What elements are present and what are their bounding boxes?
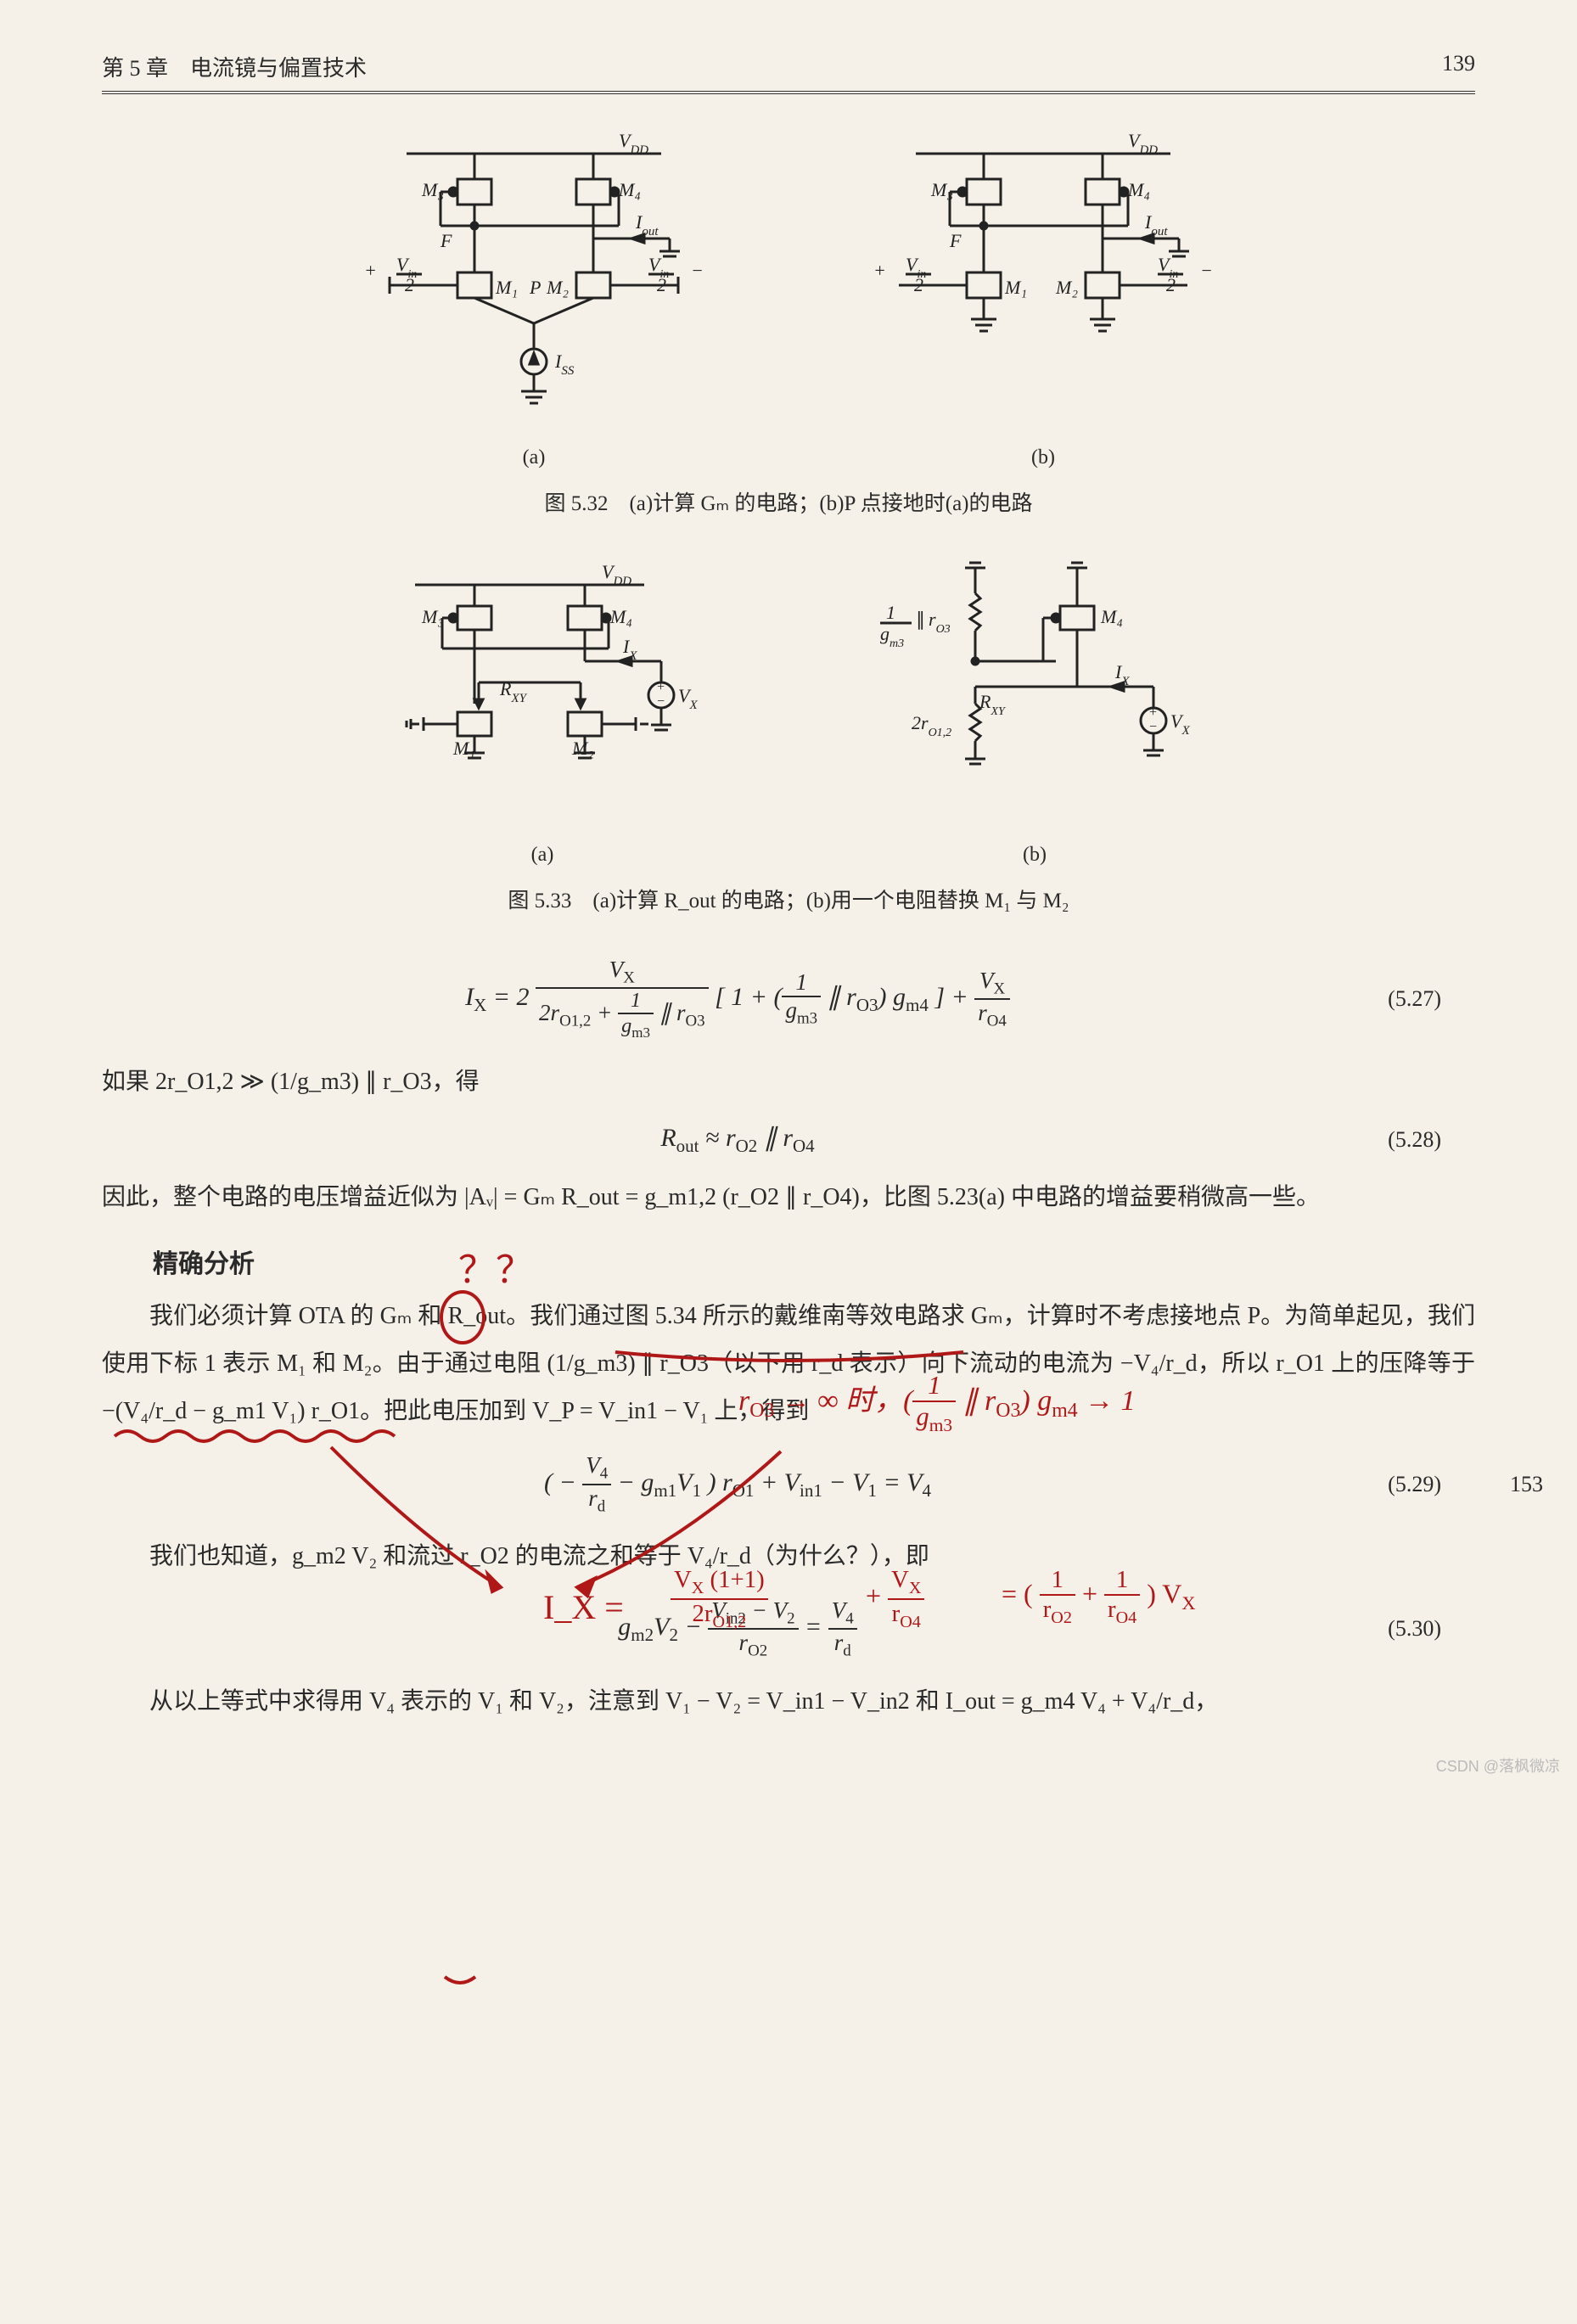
fig533-caption: 图 5.33 (a)计算 R_out 的电路；(b)用一个电阻替换 M₁ 与 M… [102,884,1475,914]
eq530-num: (5.30) [1339,1616,1441,1642]
fig533-a: VDD M₃ M₄ IX +− VX RXY [373,559,712,867]
svg-text:RXY: RXY [979,691,1007,718]
figure-5-33: VDD M₃ M₄ IX +− VX RXY [102,559,1475,914]
svg-text:M₂: M₂ [546,277,569,298]
svg-text:rO3: rO3 [929,609,951,636]
svg-text:F: F [440,230,452,251]
eq527-num: (5.27) [1339,986,1441,1012]
equation-5-29: ( − V4rd − gm1V1 ) rO1 + Vin1 − V1 = V4 … [102,1452,1475,1516]
svg-text:Iout: Iout [635,211,659,239]
svg-text:−: − [656,694,665,709]
fig532-a-label: (a) [356,446,712,469]
eq528-formula: Rout ≈ rO2 ∥ rO4 [136,1123,1339,1157]
equation-5-27: IX = 2 VX2rO1,2 + 1gm3 ∥ rO3 [ 1 + (1gm3… [102,957,1475,1041]
fig533-b: 1 gm3 ∥ rO3 M₄ RXY 2rO1,2 [865,559,1204,867]
svg-text:−: − [1148,720,1158,734]
eq529-formula: ( − V4rd − gm1V1 ) rO1 + Vin1 − V1 = V4 [136,1452,1339,1516]
svg-text:M₄: M₄ [609,606,632,627]
svg-text:P: P [529,277,541,298]
svg-text:−: − [691,260,704,281]
svg-text:+: + [873,260,886,281]
svg-text:2: 2 [1166,274,1176,295]
ann-small-underline-ro2 [443,1973,477,1990]
para-final: 从以上等式中求得用 V₄ 表示的 V₁ 和 V₂，注意到 V₁ − V₂ = V… [102,1678,1475,1726]
watermark: CSDN @落枫微凉 [1436,1754,1560,1777]
svg-text:2: 2 [657,274,666,295]
eq530-formula: gm2V2 − Vin2 − V2rO2 = V4rd [136,1597,1339,1661]
svg-text:2rO1,2: 2rO1,2 [912,712,951,739]
section-heading: 精确分析 [102,1243,1475,1280]
svg-text:+: + [1148,705,1158,720]
svg-text:M₄: M₄ [1127,179,1150,200]
fig532-b-label: (b) [865,446,1221,469]
para-gain: 因此，整个电路的电压增益近似为 |Aᵥ| = Gₘ R_out = g_m1,2… [102,1174,1475,1221]
para-also: 我们也知道，g_m2 V₂ 和流过 r_O2 的电流之和等于 V₄/r_d（为什… [102,1533,1475,1580]
svg-text:M₂: M₂ [571,738,594,759]
page-number: 139 [1442,51,1475,82]
svg-text:M₄: M₄ [1100,606,1123,627]
svg-text:M₃: M₃ [421,606,444,627]
svg-text:+: + [656,680,665,694]
eq527-formula: IX = 2 VX2rO1,2 + 1gm3 ∥ rO3 [ 1 + (1gm3… [136,957,1339,1041]
svg-text:F: F [949,230,962,251]
svg-text:Iout: Iout [1144,211,1168,239]
fig532-b: VDD M₃ M₄ F Iout M₁ M₂ [865,128,1221,469]
svg-text:M₁: M₁ [452,738,475,759]
svg-text:2: 2 [405,274,414,295]
svg-text:1: 1 [886,602,895,623]
svg-text:+: + [364,260,377,281]
eq529-num: (5.29) [1339,1472,1441,1497]
para-analysis: 我们必须计算 OTA 的 Gₘ 和 R_out。我们通过图 5.34 所示的戴维… [102,1293,1475,1435]
para-condition: 如果 2r_O1,2 ≫ (1/g_m3) ∥ r_O3，得 [102,1058,1475,1106]
eq528-num: (5.28) [1339,1127,1441,1153]
svg-text:∥: ∥ [916,609,925,630]
svg-text:M₁: M₁ [495,277,518,298]
svg-text:VX: VX [678,685,698,712]
figure-5-32: VDD M₃ M₄ F Iout [102,128,1475,517]
fig532-a: VDD M₃ M₄ F Iout [356,128,712,469]
svg-text:2: 2 [914,274,923,295]
svg-text:M₂: M₂ [1055,277,1078,298]
svg-text:ISS: ISS [554,351,575,378]
svg-text:M₄: M₄ [618,179,641,200]
svg-text:gm3: gm3 [880,623,904,650]
chapter-title: 第 5 章 电流镜与偏置技术 [102,51,367,82]
svg-text:−: − [1200,260,1213,281]
fig533-b-label: (b) [865,844,1204,867]
fig533-a-label: (a) [373,844,712,867]
equation-5-30: gm2V2 − Vin2 − V2rO2 = V4rd (5.30) [102,1597,1475,1661]
svg-text:M₁: M₁ [1004,277,1027,298]
page-header: 第 5 章 电流镜与偏置技术 139 [102,51,1475,94]
equation-5-28: Rout ≈ rO2 ∥ rO4 (5.28) [102,1123,1475,1157]
margin-page-153: 153 [1510,1472,1543,1497]
svg-text:VX: VX [1170,710,1190,738]
fig532-caption: 图 5.32 (a)计算 Gₘ 的电路；(b)P 点接地时(a)的电路 [102,486,1475,517]
